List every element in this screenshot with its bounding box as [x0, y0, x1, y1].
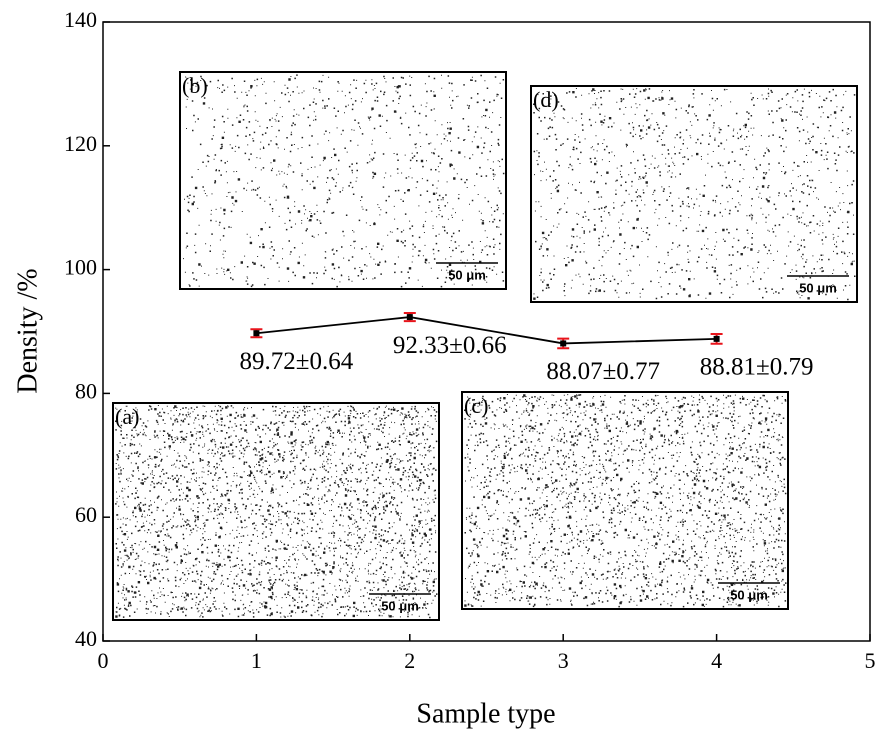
scale-bar-label: 50 μm: [448, 267, 486, 282]
x-tick-label: 4: [711, 648, 722, 673]
data-point: [560, 340, 567, 347]
inset-label: (a): [115, 404, 139, 429]
y-tick-label: 40: [75, 626, 97, 651]
y-tick-label: 100: [64, 255, 97, 280]
data-line: [256, 316, 717, 345]
x-tick-label: 3: [558, 648, 569, 673]
scale-bar-label: 50 μm: [381, 598, 419, 613]
y-tick-label: 60: [75, 502, 97, 527]
data-point: [713, 335, 720, 342]
data-point: [406, 314, 413, 321]
scale-bar-label: 50 μm: [799, 280, 837, 295]
inset-texture: [115, 405, 438, 619]
inset-texture: [464, 394, 787, 608]
inset-image: [112, 402, 440, 621]
x-tick-label: 5: [865, 648, 876, 673]
plot-frame: [102, 21, 871, 642]
inset-image: [530, 85, 858, 303]
data-point: [253, 330, 260, 337]
value-label: 89.72±0.64: [240, 348, 354, 375]
x-tick-label: 0: [98, 648, 109, 673]
inset-label: (b): [182, 73, 208, 98]
inset-image: [461, 391, 789, 610]
y-tick-label: 120: [64, 131, 97, 156]
x-tick-label: 2: [404, 648, 415, 673]
value-label: 88.07±0.77: [546, 358, 660, 385]
y-tick-label: 80: [75, 378, 97, 403]
x-axis-title: Sample type: [416, 698, 555, 729]
value-label: 88.81±0.79: [700, 354, 814, 381]
scale-bar-label: 50 μm: [730, 587, 768, 602]
x-tick-label: 1: [251, 648, 262, 673]
inset-label: (c): [464, 393, 488, 418]
value-label: 92.33±0.66: [393, 332, 507, 359]
y-tick-label: 140: [64, 7, 97, 32]
inset-image: [179, 71, 507, 290]
inset-label: (d): [533, 87, 559, 112]
y-axis-title: Density /%: [12, 268, 43, 393]
